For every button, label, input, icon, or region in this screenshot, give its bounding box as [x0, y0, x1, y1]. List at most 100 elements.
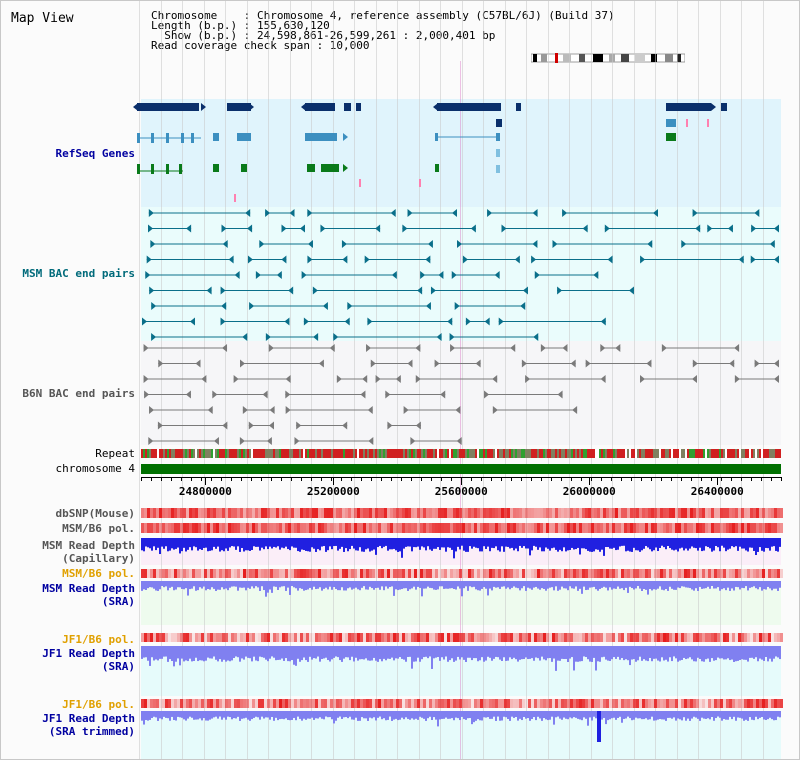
heat-cell: [660, 633, 663, 642]
depth-bar: [733, 711, 735, 717]
repeat-segment: [383, 449, 385, 458]
heat-cell: [474, 569, 477, 578]
depth-bar: [203, 646, 205, 662]
repeat-segment: [489, 449, 491, 458]
repeat-segment: [747, 449, 749, 458]
heat-cell: [207, 699, 210, 708]
heat-cell: [216, 569, 219, 578]
depth-bar: [589, 711, 591, 718]
depth-bar: [383, 711, 385, 719]
heat-cell: [465, 569, 468, 578]
repeat-segment: [187, 449, 189, 458]
depth-bar: [253, 646, 255, 657]
depth-bar: [385, 646, 387, 661]
depth-bar: [435, 581, 437, 590]
depth-bar: [637, 581, 639, 587]
depth-bar: [353, 646, 355, 662]
depth-bar: [541, 538, 543, 552]
bac-end: [318, 359, 324, 368]
heat-cell: [333, 569, 336, 578]
heat-cell: [171, 699, 174, 708]
repeat-segment: [745, 449, 747, 458]
axis-minor-tick: [501, 477, 502, 481]
axis-minor-tick: [631, 477, 632, 481]
heat-cell: [333, 633, 336, 642]
heat-cell: [708, 523, 711, 533]
depth-bar: [499, 646, 501, 660]
heat-cell: [687, 633, 690, 642]
heat-cell: [324, 523, 327, 533]
axis-minor-tick: [161, 477, 162, 481]
repeat-segment: [761, 449, 763, 458]
heat-cell: [276, 569, 279, 578]
heat-cell: [576, 508, 579, 518]
depth-bar: [243, 538, 245, 552]
heat-cell: [621, 508, 624, 518]
heat-cell: [561, 699, 564, 708]
heat-cell: [369, 699, 372, 708]
repeat-segment: [229, 449, 231, 458]
depth-bar: [611, 538, 613, 549]
depth-bar: [197, 538, 199, 551]
heat-cell: [366, 569, 369, 578]
depth-bar: [349, 646, 351, 661]
heat-cell: [378, 508, 381, 518]
heat-cell: [285, 633, 288, 642]
heat-cell: [741, 508, 744, 518]
heat-cell: [282, 569, 285, 578]
heat-cell: [282, 523, 285, 533]
heat-cell: [552, 508, 555, 518]
bac-end: [653, 209, 659, 217]
repeat-segment: [725, 449, 727, 458]
repeat-segment: [439, 449, 441, 458]
heat-cell: [162, 633, 165, 642]
heat-cell: [753, 699, 756, 708]
depth-bar: [475, 538, 477, 548]
heat-cell: [693, 569, 696, 578]
heat-cell: [651, 508, 654, 518]
heat-cell: [612, 699, 615, 708]
heat-cell: [258, 508, 261, 518]
depth-bar: [359, 711, 361, 721]
depth-bar: [143, 581, 145, 590]
repeat-segment: [765, 449, 767, 458]
heat-cell: [228, 508, 231, 518]
heat-cell: [597, 633, 600, 642]
depth-bar: [341, 711, 343, 719]
bac-end: [141, 317, 147, 326]
depth-bar: [495, 646, 497, 657]
depth-bar: [487, 538, 489, 547]
repeat-segment: [593, 449, 595, 458]
depth-bar: [201, 711, 203, 721]
heat-cell: [462, 633, 465, 642]
bac-end: [158, 359, 164, 368]
depth-bar: [537, 711, 539, 717]
heat-cell: [513, 569, 516, 578]
heat-cell: [702, 508, 705, 518]
depth-bar: [667, 538, 669, 546]
depth-bar: [755, 538, 757, 556]
depth-bar: [631, 538, 633, 552]
depth-bar: [149, 646, 151, 666]
heat-cell: [150, 523, 153, 533]
heat-cell: [510, 508, 513, 518]
heat-cell: [660, 523, 663, 533]
depth-bar: [299, 646, 301, 662]
heat-cell: [663, 508, 666, 518]
depth-bar: [503, 711, 505, 717]
depth-bar: [679, 538, 681, 549]
depth-bar: [681, 581, 683, 587]
depth-bar: [217, 711, 219, 719]
lower-tracks[interactable]: [1, 441, 799, 759]
heat-cell: [339, 523, 342, 533]
repeat-segment: [707, 449, 709, 458]
heat-cell: [387, 508, 390, 518]
repeat-segment: [421, 449, 423, 458]
depth-bar: [321, 646, 323, 660]
heat-cell: [468, 699, 471, 708]
feature-tracks[interactable]: [1, 1, 799, 471]
depth-bar: [249, 581, 251, 589]
heat-cell: [336, 523, 339, 533]
heat-cell: [141, 569, 144, 578]
